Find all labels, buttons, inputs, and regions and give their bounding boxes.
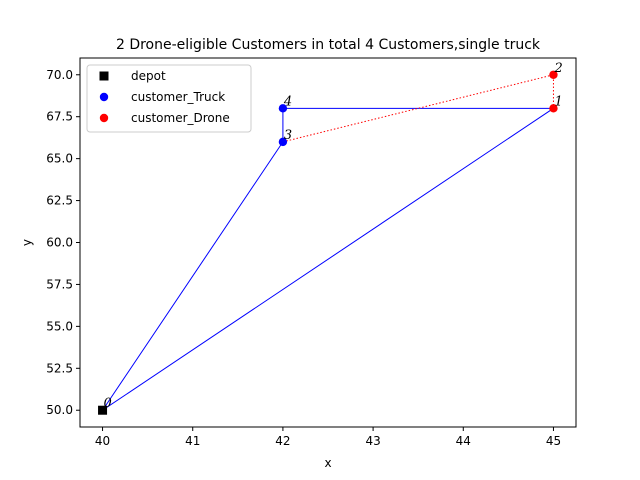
y-tick-label: 60.0 [46,236,73,250]
legend-box [86,64,252,133]
y-tick-label: 57.5 [46,277,73,291]
y-tick-label: 52.5 [46,361,73,375]
x-tick-label: 42 [275,434,290,448]
legend-label-customer_Truck: customer_Truck [131,90,225,104]
drone-route-line [282,74,554,143]
point-label: 1 [554,94,562,109]
x-axis-label: x [324,456,331,470]
point-label: 2 [553,61,562,76]
legend-marker-customer_Drone [99,113,109,123]
y-tick-label: 67.5 [46,110,73,124]
x-axis: 40 41 42 43 44 45 [95,427,561,448]
point-label: 4 [283,94,292,109]
truck-route-line [102,107,556,411]
y-axis-label: y [20,239,34,246]
point-label: 3 [284,128,292,143]
customer_Drone-marker [549,104,558,113]
markers [98,70,558,415]
y-tick-label: 50.0 [46,403,73,417]
legend-label-depot: depot [131,69,166,83]
y-tick-label: 65.0 [46,152,73,166]
point-labels: 0 4 3 1 2 [104,61,563,411]
x-tick-label: 43 [365,434,380,448]
legend-marker-customer_Truck [99,92,109,102]
customer_Drone-marker [549,70,558,79]
legend-label-customer_Drone: customer_Drone [131,111,230,125]
x-tick-label: 44 [456,434,471,448]
y-tick-label: 70.0 [46,68,73,82]
legend: depot customer_Truck customer_Drone [86,64,252,133]
x-tick-label: 41 [185,434,200,448]
legend-marker-depot [99,71,109,81]
x-tick-label: 45 [546,434,561,448]
y-axis: 50.0 52.5 55.0 57.5 60.0 62.5 65.0 67.5 70.0 [46,68,80,417]
depot-marker [98,405,108,415]
customer_Truck-marker [278,104,288,113]
y-tick-label: 55.0 [46,319,73,333]
y-tick-label: 62.5 [46,194,73,208]
customer_Truck-marker [278,137,288,147]
x-tick-label: 40 [95,434,110,448]
chart-title: 2 Drone-eligible Customers in total 4 Cu… [116,37,541,53]
point-label: 0 [104,396,112,411]
